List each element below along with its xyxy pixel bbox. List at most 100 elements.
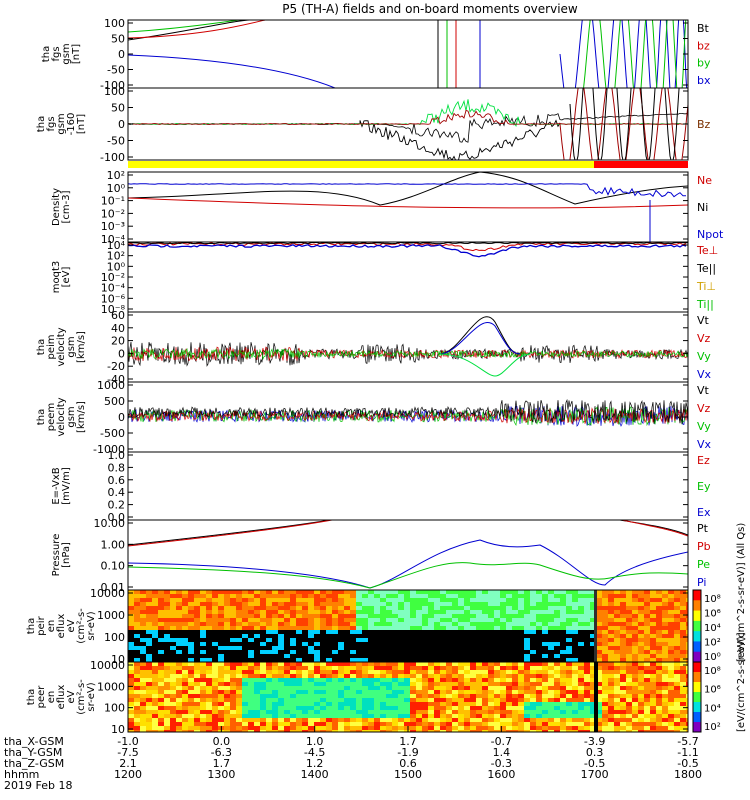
y-tick-label: -20 — [107, 360, 125, 373]
panel-pressure-legend: Pt Pb Pe Pi — [697, 522, 711, 589]
y-axis-label-line: tha — [36, 409, 47, 425]
bottom-tick-label: 1500 — [394, 768, 422, 781]
panel-peir-traces — [128, 590, 688, 662]
panel-fgs-traces — [128, 20, 688, 88]
y-axis-label-line: tha — [36, 116, 47, 132]
colorbar-label: [eV/(cm^2-s-sr-eV)] (All Qs) — [736, 523, 747, 662]
y-axis-label-line: [km/s] — [76, 401, 87, 433]
y-tick-label: 10⁻² — [101, 207, 125, 220]
bottom-row-label: tha_Z-GSM — [4, 757, 64, 770]
y-tick-label: 0.10 — [101, 560, 126, 573]
y-tick-label: -100 — [100, 151, 125, 164]
y-axis-label-line: gsm — [66, 406, 77, 427]
legend-item: Vt — [697, 314, 710, 327]
y-axis-label-line: gsm — [56, 113, 67, 134]
y-axis-label-line: [km/s] — [76, 331, 87, 363]
legend-item: Ex — [697, 506, 711, 519]
colorbar-tick: 10⁶ — [704, 685, 721, 696]
bottom-axis-labels: -1.0-7.52.112000.0-6.31.713001.0-4.51.21… — [4, 726, 702, 792]
colorbar-tick: 10⁸ — [704, 594, 721, 605]
y-axis-label-line: peer — [36, 685, 47, 709]
bottom-tick-label: 1.2 — [306, 757, 324, 770]
legend-item: Vy — [697, 420, 711, 433]
y-tick-label: 100 — [104, 702, 125, 715]
bottom-tick-label: 1700 — [581, 768, 609, 781]
y-tick-label: 100 — [104, 631, 125, 644]
y-axis-label-line: eflux — [56, 685, 67, 710]
panel-temp-legend: Te⊥ Te|| Ti⊥ Ti|| — [696, 244, 718, 311]
legend-item: Vz — [697, 332, 711, 345]
y-tick-label: -100 — [100, 79, 125, 92]
y-axis-label-line: en — [46, 691, 57, 704]
panel-fgs_lim-legend: Bz — [697, 118, 711, 131]
y-tick-label: 0 — [118, 347, 125, 360]
bottom-tick-label: -6.3 — [211, 746, 232, 759]
panel-peem-ylabel: tha peem velocity gsm [km/s] — [36, 397, 87, 436]
bottom-tick-label: -3.9 — [584, 735, 605, 748]
y-axis-label-line: eflux — [56, 614, 67, 639]
y-tick-label: 10⁻⁸ — [101, 303, 126, 316]
y-tick-label: 10⁰ — [107, 260, 126, 273]
legend-item: Ez — [697, 454, 710, 467]
legend-item: Pt — [697, 522, 709, 535]
y-axis-label-line: gsm — [66, 336, 77, 357]
y-tick-label: 60 — [111, 309, 125, 322]
colorbar-label: [eV/(cm^2-s-sr-eV)] — [736, 632, 747, 732]
panel-density-ylabel: Density [cm-3] — [51, 188, 72, 226]
panel-peim-traces — [128, 316, 688, 377]
colorbar-tick: 10² — [704, 638, 721, 649]
y-axis-label-line: (cm²-s- — [76, 679, 87, 715]
legend-item: Ti|| — [696, 298, 714, 311]
bottom-tick-label: 1400 — [301, 768, 329, 781]
legend-item: Ti⊥ — [696, 280, 716, 293]
y-axis-label-line: tha — [26, 689, 37, 705]
bottom-tick-label: -4.5 — [304, 746, 325, 759]
legend-item: Pi — [697, 576, 706, 589]
y-tick-label: 50 — [111, 33, 125, 46]
panel-fgs: 100 50 0 -50 -100 tha fgs gsm [nT] Bt bz by bx — [41, 17, 711, 92]
panel-fgs-legend: Bt bz by bx — [697, 22, 711, 87]
y-tick-label: -50 — [107, 64, 125, 77]
bottom-row-label: tha_X-GSM — [4, 735, 64, 748]
panel-peir-yticks: 10000 1000 100 10 — [90, 587, 688, 666]
panel-fgs_lim: 100 50 0 -50 -100 tha fgs gsm -160 [nT] Bz — [36, 85, 711, 164]
panel-pressure-ylabel: Pressure [nPa] — [51, 534, 72, 577]
y-tick-label: 10² — [107, 169, 125, 182]
panel-temp-ylabel: moqt3 [eV] — [51, 261, 72, 294]
y-tick-label: 0 — [118, 48, 125, 61]
y-axis-label-line: en — [46, 620, 57, 633]
y-tick-label: 10⁻¹ — [101, 195, 125, 208]
bottom-tick-label: -5.7 — [677, 735, 698, 748]
legend-item: Pb — [697, 540, 711, 553]
y-axis-label-line: peir — [36, 615, 47, 635]
y-tick-label: 10.00 — [94, 517, 126, 530]
y-axis-label-line: gsm — [61, 43, 72, 64]
legend-item: Ni — [697, 201, 708, 214]
y-tick-label: -500 — [100, 427, 125, 440]
y-tick-label: 1000 — [97, 609, 125, 622]
panel-pressure-traces — [128, 520, 688, 589]
y-axis-label-line: tha — [41, 46, 52, 62]
legend-item: Ne — [697, 174, 712, 187]
bottom-tick-label: -1.9 — [397, 746, 418, 759]
y-tick-label: 0 — [118, 411, 125, 424]
y-tick-label: -1000 — [93, 443, 125, 456]
colorbar-tick: 10⁶ — [704, 609, 721, 620]
y-axis-label-line: fgs — [46, 116, 57, 131]
panel-efield-ylabel: E=-VxB [mV/m] — [51, 467, 72, 505]
panel-peim-ylabel: tha peim velocity gsm [km/s] — [36, 327, 87, 366]
y-tick-label: 10⁻³ — [101, 220, 125, 233]
y-tick-label: 10⁴ — [107, 239, 126, 252]
y-tick-label: 1.00 — [101, 538, 126, 551]
y-tick-label: 10 — [111, 723, 125, 736]
panel-fgs_lim-yticks: 100 50 0 -50 -100 — [100, 85, 688, 164]
y-tick-label: 10 — [111, 653, 125, 666]
y-axis-label-line: Density — [51, 188, 62, 226]
bottom-tick-label: -0.7 — [491, 735, 512, 748]
